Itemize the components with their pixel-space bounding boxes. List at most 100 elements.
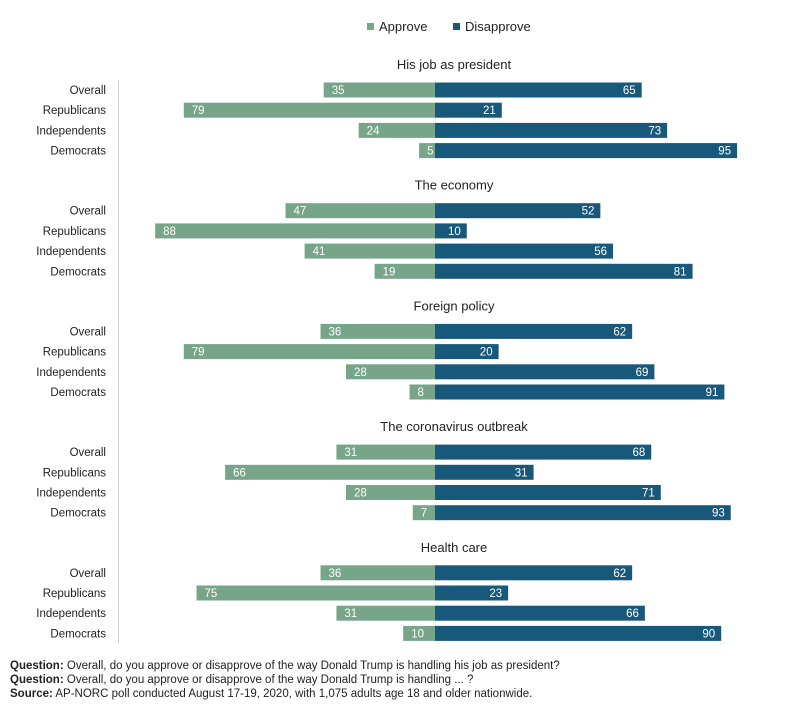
panel-title: The economy: [415, 178, 494, 193]
category-label: Independents: [36, 367, 106, 379]
bar-approve: [323, 82, 435, 98]
data-label-disapprove: 21: [483, 105, 496, 117]
panel-title: Foreign policy: [414, 298, 495, 313]
data-label-disapprove: 56: [594, 246, 607, 258]
data-label-approve: 41: [313, 246, 326, 258]
bar-approve: [358, 122, 435, 138]
data-label-disapprove: 90: [702, 628, 715, 640]
bar-approve: [155, 223, 435, 239]
category-label: Independents: [36, 608, 106, 620]
diverging-bar-chart: His job as president Overall 35 65 Republica…: [36, 57, 738, 643]
category-label: Republicans: [43, 226, 107, 238]
data-label-approve: 24: [367, 125, 380, 137]
data-label-disapprove: 52: [582, 206, 595, 218]
bar-approve: [336, 605, 435, 621]
bar-approve: [345, 485, 435, 500]
footer-question-1-label: Question:: [10, 660, 64, 672]
bar-disapprove: [435, 464, 534, 480]
panel-title: Health care: [421, 540, 487, 555]
category-label: Republicans: [43, 467, 107, 479]
category-label: Democrats: [50, 266, 106, 278]
data-label-approve: 66: [233, 467, 246, 479]
category-label: Overall: [70, 326, 106, 338]
category-label: Democrats: [50, 146, 106, 158]
legend-item-approve: Approve: [367, 19, 427, 34]
data-label-approve: 19: [383, 266, 396, 278]
bar-approve: [345, 364, 435, 380]
category-label: Republicans: [43, 105, 107, 117]
footer-question-1: Question: Overall, do you approve or dis…: [10, 659, 560, 673]
category-label: Republicans: [43, 588, 107, 600]
data-label-disapprove: 93: [712, 508, 725, 520]
bar-approve: [304, 243, 435, 259]
bar-disapprove: [435, 565, 633, 581]
panel-title: The coronavirus outbreak: [380, 419, 528, 434]
data-label-disapprove: 20: [480, 347, 493, 359]
data-label-approve: 31: [344, 447, 357, 459]
bar-approve: [320, 565, 435, 581]
data-label-approve: 8: [418, 387, 424, 399]
bar-approve: [374, 263, 435, 279]
footer-question-2-text: Overall, do you approve or disapprove of…: [66, 674, 474, 686]
bar-disapprove: [435, 485, 661, 500]
bar-approve: [412, 505, 435, 521]
category-label: Independents: [36, 488, 106, 500]
data-label-approve: 31: [344, 608, 357, 620]
legend-label-disapprove: Disapprove: [465, 19, 531, 34]
category-label: Independents: [36, 125, 106, 137]
footer-question-2-label: Question:: [10, 674, 64, 686]
data-label-approve: 47: [294, 206, 307, 218]
bar-approve: [183, 102, 435, 118]
bar-disapprove: [435, 122, 668, 138]
data-label-approve: 75: [205, 588, 218, 600]
category-label: Democrats: [50, 628, 106, 640]
bar-disapprove: [435, 384, 725, 400]
bar-approve: [196, 585, 435, 601]
data-label-approve: 7: [421, 508, 427, 520]
footer-question-1-text: Overall, do you approve or disapprove of…: [66, 660, 560, 672]
data-label-disapprove: 81: [674, 266, 687, 278]
bar-disapprove: [435, 585, 509, 601]
bar-disapprove: [435, 203, 601, 219]
data-label-disapprove: 69: [636, 367, 649, 379]
data-label-approve: 79: [192, 105, 205, 117]
data-label-approve: 28: [354, 367, 367, 379]
bar-disapprove: [435, 223, 467, 239]
bar-disapprove: [435, 444, 652, 460]
footer-source: Source: AP-NORC poll conducted August 17…: [10, 687, 560, 701]
data-label-approve: 79: [192, 347, 205, 359]
category-label: Overall: [70, 85, 106, 97]
data-label-approve: 5: [427, 146, 433, 158]
bar-disapprove: [435, 625, 722, 641]
bar-approve: [183, 344, 435, 360]
bar-disapprove: [435, 323, 633, 339]
data-label-approve: 36: [329, 326, 342, 338]
bar-disapprove: [435, 243, 614, 259]
data-label-disapprove: 68: [632, 447, 645, 459]
data-label-approve: 28: [354, 488, 367, 500]
legend-swatch-disapprove: [453, 23, 460, 30]
data-label-disapprove: 23: [489, 588, 502, 600]
data-label-approve: 36: [329, 568, 342, 580]
bar-approve: [285, 203, 435, 219]
category-label: Overall: [70, 447, 106, 459]
data-label-disapprove: 65: [623, 85, 636, 97]
bar-disapprove: [435, 505, 731, 521]
category-label: Democrats: [50, 508, 106, 520]
footer-source-text: AP-NORC poll conducted August 17-19, 202…: [55, 688, 533, 700]
bar-disapprove: [435, 605, 645, 621]
data-label-disapprove: 91: [706, 387, 719, 399]
legend-item-disapprove: Disapprove: [453, 19, 531, 34]
data-label-disapprove: 31: [515, 467, 528, 479]
data-label-approve: 88: [163, 226, 176, 238]
category-label: Overall: [70, 206, 106, 218]
category-label: Overall: [70, 568, 106, 580]
bar-disapprove: [435, 344, 499, 360]
bar-disapprove: [435, 364, 655, 380]
data-label-disapprove: 71: [642, 488, 655, 500]
footer-source-label: Source:: [10, 688, 53, 700]
data-label-disapprove: 66: [626, 608, 639, 620]
bar-disapprove: [435, 82, 642, 98]
bar-approve: [320, 323, 435, 339]
bar-disapprove: [435, 102, 502, 118]
